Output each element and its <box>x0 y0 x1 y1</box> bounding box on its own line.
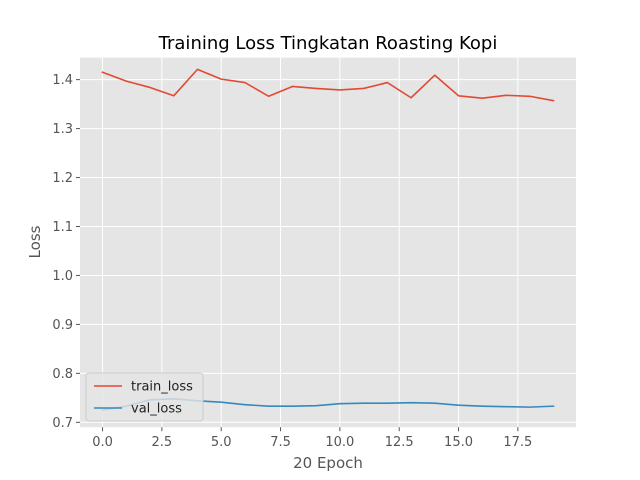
x-tick-label: 0.0 <box>92 435 113 450</box>
y-tick-label: 1.1 <box>52 220 73 235</box>
y-axis-label: Loss <box>26 225 44 258</box>
x-axis-label: 20 Epoch <box>293 454 363 472</box>
chart-title: Training Loss Tingkatan Roasting Kopi <box>158 33 498 54</box>
series-line-train-loss <box>101 68 555 102</box>
legend-label-train-loss: train_loss <box>131 380 193 395</box>
y-tick-label: 0.9 <box>52 318 73 333</box>
legend-label-val-loss: val_loss <box>131 402 182 417</box>
y-tick-label: 0.7 <box>52 416 73 431</box>
x-axis: 0.0 2.5 5.0 7.5 10.0 12.5 15.0 17.5 <box>92 427 532 450</box>
plot-area <box>80 57 576 428</box>
legend-box <box>85 372 204 422</box>
y-tick-label: 0.8 <box>52 367 73 382</box>
legend: train_loss val_loss <box>85 372 204 422</box>
grid <box>80 57 576 428</box>
x-tick-label: 15.0 <box>444 435 473 450</box>
x-tick-label: 17.5 <box>503 435 532 450</box>
y-tick-label: 1.0 <box>52 269 73 284</box>
x-tick-label: 5.0 <box>211 435 232 450</box>
x-tick-label: 7.5 <box>270 435 291 450</box>
x-tick-label: 2.5 <box>152 435 173 450</box>
x-tick-label: 12.5 <box>385 435 414 450</box>
y-tick-label: 1.2 <box>52 171 73 186</box>
y-tick-label: 1.3 <box>52 122 73 137</box>
y-axis: 0.7 0.8 0.9 1.0 1.1 1.2 1.3 1.4 <box>52 73 80 431</box>
y-tick-label: 1.4 <box>52 73 73 88</box>
x-tick-label: 10.0 <box>325 435 354 450</box>
